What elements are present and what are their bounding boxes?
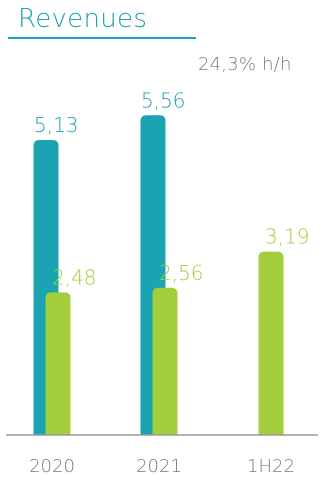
bar-series2-2020 [45,292,71,435]
category-label-2020: 2020 [29,456,75,477]
bars-group [33,115,284,436]
growth-note: 24,3% h/h [198,54,292,75]
category-label-1H22: 1H22 [247,456,295,477]
bar-series2-1H22 [258,251,284,435]
bar-series2-2021 [152,287,178,435]
value-label-series1-2020: 5,13 [34,113,79,137]
chart-title: Revenues [18,4,148,34]
value-label-series2-2021: 2,56 [159,261,204,285]
category-label-2021: 2021 [136,456,182,477]
value-label-series1-2021: 5,56 [141,88,186,112]
title-underline [8,37,196,39]
category-labels-group: 2020 2021 1H22 [29,456,295,477]
value-label-series2-2020: 2,48 [52,265,97,289]
value-labels-group: 5,13 5,56 2,48 2,56 3,19 [34,88,310,289]
value-label-series2-1H22: 3,19 [265,225,310,249]
